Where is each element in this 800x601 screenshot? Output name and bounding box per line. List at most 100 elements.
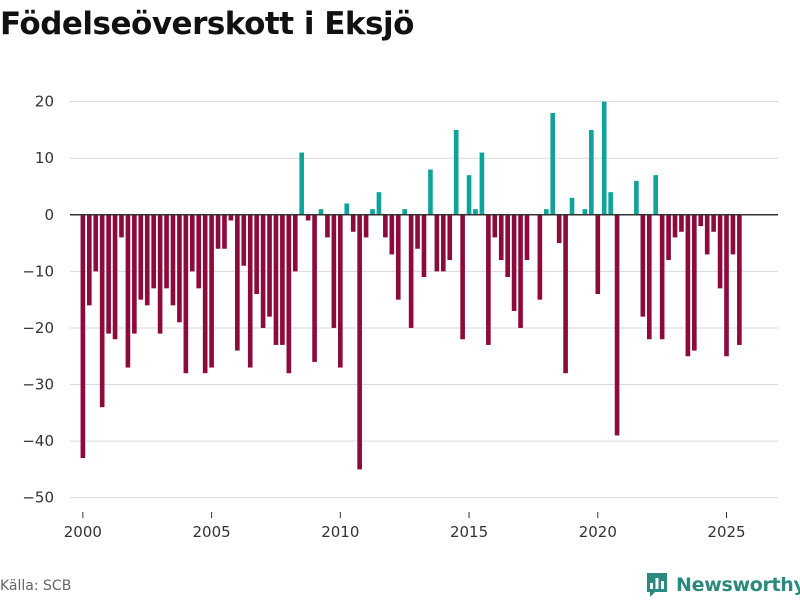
bar — [408, 214, 414, 328]
y-tick-label: −40 — [22, 432, 54, 450]
bar — [582, 209, 588, 215]
bar — [183, 214, 189, 374]
newsworthy-brand-name: Newsworthy — [676, 574, 800, 596]
bar — [550, 112, 556, 215]
bar — [93, 214, 99, 272]
bar — [601, 101, 607, 215]
chart-title: Födelseöverskott i Eksjö — [0, 6, 414, 42]
bar — [241, 214, 247, 266]
bar — [659, 214, 665, 340]
bar — [679, 214, 684, 232]
bar — [704, 214, 710, 255]
bar — [144, 214, 150, 306]
bar — [222, 214, 227, 249]
bar — [376, 192, 382, 215]
bar — [383, 214, 388, 238]
bar — [228, 214, 234, 221]
x-tick-label: 2000 — [64, 523, 102, 541]
y-tick-label: 0 — [44, 206, 54, 224]
bar — [653, 175, 659, 215]
bar — [479, 152, 485, 215]
bar — [177, 214, 182, 323]
bar — [543, 209, 549, 215]
bar — [473, 209, 478, 215]
bar — [737, 214, 742, 345]
bar — [344, 203, 350, 215]
bar — [363, 214, 369, 238]
bar — [466, 175, 472, 215]
bar — [511, 214, 517, 311]
y-tick-label: 10 — [35, 149, 54, 167]
bar — [730, 214, 736, 255]
bar — [537, 214, 543, 300]
bar — [492, 214, 498, 238]
bar — [453, 129, 459, 215]
x-tick-label: 2020 — [579, 523, 617, 541]
bar — [132, 214, 137, 334]
y-tick-label: −30 — [22, 376, 54, 394]
bar — [717, 214, 723, 289]
bar — [202, 214, 208, 374]
x-tick-label: 2005 — [193, 523, 231, 541]
bar — [350, 214, 356, 232]
bar — [138, 214, 144, 300]
bar — [273, 214, 279, 345]
bar — [460, 214, 465, 340]
bar — [685, 214, 691, 357]
bar — [164, 214, 169, 289]
bar — [563, 214, 568, 374]
bar — [498, 214, 504, 261]
bar — [556, 214, 562, 244]
bar — [389, 214, 395, 255]
bar — [415, 214, 420, 249]
bar — [634, 180, 639, 215]
bar — [312, 214, 317, 362]
bar — [698, 214, 704, 227]
y-tick-label: 20 — [35, 93, 54, 111]
bar — [370, 209, 375, 215]
bar — [672, 214, 678, 238]
bar — [254, 214, 259, 294]
bar — [235, 214, 240, 351]
bar — [434, 214, 440, 272]
bar — [666, 214, 671, 261]
bar — [189, 214, 195, 272]
bar — [318, 209, 324, 215]
bar — [280, 214, 285, 345]
bar — [505, 214, 510, 278]
bar — [215, 214, 221, 249]
bar — [267, 214, 272, 317]
x-tick-label: 2010 — [321, 523, 359, 541]
bar — [646, 214, 652, 340]
bar — [196, 214, 202, 289]
y-tick-label: −50 — [22, 489, 54, 507]
bar — [325, 214, 330, 238]
bar — [209, 214, 214, 368]
grid-lines — [70, 101, 778, 499]
bar — [292, 214, 298, 272]
bar — [357, 214, 362, 470]
bar — [518, 214, 523, 328]
bar — [711, 214, 716, 232]
bar — [99, 214, 105, 408]
bar — [125, 214, 131, 368]
y-tick-label: −20 — [22, 319, 54, 337]
bar — [447, 214, 453, 261]
y-tick-label: −10 — [22, 262, 54, 280]
bar — [86, 214, 92, 306]
bar — [692, 214, 697, 351]
x-axis-ticks: 2000 2005 2010 2015 2020 2025 — [64, 512, 746, 541]
bar — [640, 214, 646, 317]
bar — [331, 214, 337, 328]
bar — [338, 214, 343, 368]
bar — [247, 214, 253, 368]
bar — [260, 214, 266, 328]
bar — [80, 214, 86, 459]
x-tick-label: 2025 — [707, 523, 745, 541]
newsworthy-logo[interactable]: Newsworthy — [645, 569, 800, 601]
source-note: Källa: SCB — [0, 578, 72, 594]
bar — [569, 197, 575, 215]
bar — [106, 214, 111, 334]
bar — [608, 192, 613, 215]
bar — [157, 214, 163, 334]
